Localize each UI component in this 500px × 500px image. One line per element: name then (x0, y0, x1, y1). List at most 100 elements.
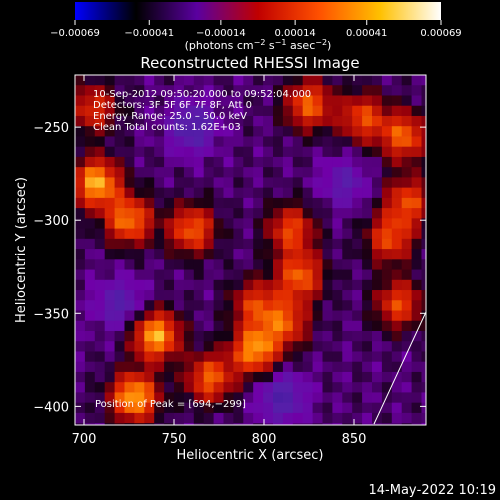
heatmap-cell (134, 238, 145, 250)
heatmap-cell (302, 156, 314, 168)
heatmap-cell (391, 412, 403, 424)
heatmap-cell (372, 197, 383, 209)
heatmap-cell (352, 249, 363, 260)
heatmap-cell (94, 279, 106, 291)
heatmap-cell (282, 218, 294, 230)
heatmap-cell (282, 290, 294, 301)
heatmap-cell (421, 259, 426, 271)
heatmap-cell (401, 85, 413, 97)
heatmap-cell (124, 167, 135, 178)
heatmap-cell (94, 208, 106, 219)
heatmap-cell (134, 361, 145, 373)
heatmap-cell (213, 187, 225, 199)
heatmap-cell (332, 177, 343, 189)
heatmap-cell (134, 382, 145, 394)
heatmap-cell (352, 310, 363, 322)
heatmap-cell (263, 371, 274, 383)
heatmap-cell (233, 238, 244, 250)
heatmap-cell (213, 85, 225, 97)
heatmap-cell (193, 351, 205, 363)
heatmap-cell (292, 310, 304, 322)
heatmap-cell (253, 371, 264, 383)
heatmap-cell (164, 412, 175, 424)
heatmap-cell (223, 249, 234, 260)
heatmap-cell (381, 392, 393, 404)
heatmap-cell (292, 146, 304, 158)
heatmap-cell (203, 208, 215, 219)
heatmap-cell (203, 310, 215, 322)
heatmap-cell (282, 238, 294, 250)
heatmap-cell (164, 351, 175, 363)
heatmap-cell (164, 115, 175, 127)
heatmap-cell (94, 423, 106, 425)
heatmap-cell (213, 228, 225, 240)
heatmap-cell (213, 320, 225, 332)
heatmap-cell (322, 402, 333, 414)
heatmap-cell (164, 249, 175, 260)
heatmap-cell (164, 402, 175, 414)
heatmap-cell (213, 197, 225, 209)
heatmap-cell (322, 75, 333, 86)
heatmap-cell (282, 208, 294, 219)
heatmap-cell (332, 423, 343, 425)
heatmap-cell (312, 392, 324, 404)
heatmap-cell (263, 115, 274, 127)
heatmap-cell (332, 85, 343, 97)
peak-position: Position of Peak = [694,−299] (95, 399, 246, 410)
heatmap-cell (75, 146, 86, 158)
heatmap-cell (332, 412, 343, 424)
heatmap-cell (124, 249, 135, 260)
heatmap-cell (154, 218, 165, 230)
heatmap-cell (75, 197, 86, 209)
heatmap-cell (243, 320, 254, 332)
heatmap-cell (292, 95, 304, 107)
heatmap-cell (183, 197, 195, 209)
heatmap-cell (124, 197, 135, 209)
heatmap-cell (233, 290, 244, 301)
heatmap-cell (114, 238, 126, 250)
heatmap-cell (352, 423, 363, 425)
heatmap-cell (273, 167, 284, 178)
heatmap-cell (75, 341, 86, 353)
heatmap-cell (362, 290, 373, 301)
heatmap-cell (411, 95, 423, 107)
heatmap-cell (223, 259, 234, 271)
heatmap-cell (144, 187, 155, 199)
heatmap-cell (401, 167, 413, 178)
heatmap-cell (124, 269, 135, 281)
heatmap-cell (233, 136, 244, 148)
heatmap-cell (401, 146, 413, 158)
heatmap-cell (253, 382, 264, 394)
heatmap-cell (302, 392, 314, 404)
heatmap-cell (391, 341, 403, 353)
heatmap-cell (372, 330, 383, 342)
heatmap-cell (381, 371, 393, 383)
heatmap-cell (144, 249, 155, 260)
heatmap-cell (302, 259, 314, 271)
heatmap-cell (421, 187, 426, 199)
heatmap-cell (134, 228, 145, 240)
heatmap-cell (233, 115, 244, 127)
heatmap-cell (114, 177, 126, 189)
heatmap-cell (282, 269, 294, 281)
heatmap-cell (401, 382, 413, 394)
heatmap-cell (421, 146, 426, 158)
heatmap-cell (282, 300, 294, 312)
colorbar-units: (photons cm−2 s−1 asec−2) (185, 38, 332, 52)
heatmap-cell (372, 167, 383, 178)
heatmap-cell (401, 208, 413, 219)
heatmap-cell (144, 320, 155, 332)
heatmap-cell (391, 371, 403, 383)
heatmap-cell (381, 249, 393, 260)
heatmap-cell (273, 75, 284, 86)
heatmap-cell (273, 371, 284, 383)
heatmap-cell (94, 259, 106, 271)
heatmap-cell (84, 382, 96, 394)
heatmap-cell (154, 249, 165, 260)
heatmap-cell (263, 167, 274, 178)
heatmap-cell (282, 85, 294, 97)
heatmap-cell (183, 259, 195, 271)
heatmap-cell (302, 95, 314, 107)
heatmap-cell (243, 218, 254, 230)
heatmap-cell (183, 85, 195, 97)
